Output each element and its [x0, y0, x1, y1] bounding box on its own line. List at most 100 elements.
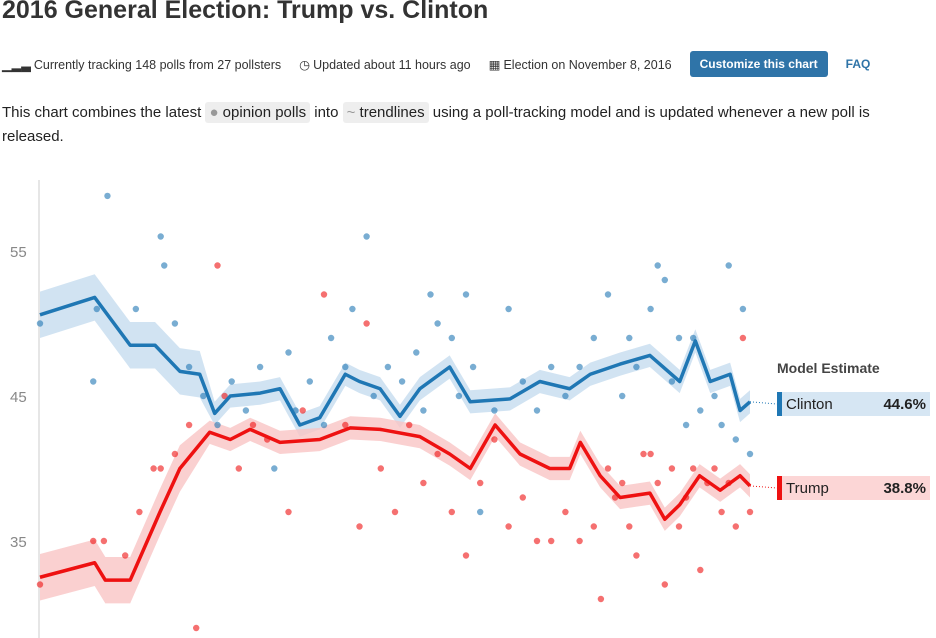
clinton-poll-dot[interactable]: [370, 392, 377, 400]
clinton-poll-dot[interactable]: [462, 291, 470, 298]
trump-poll-dot[interactable]: [718, 508, 725, 516]
clinton-poll-dot[interactable]: [242, 407, 250, 414]
clinton-poll-dot[interactable]: [668, 378, 676, 385]
clinton-poll-dot[interactable]: [732, 436, 739, 443]
trump-poll-dot[interactable]: [533, 537, 541, 545]
clinton-poll-dot[interactable]: [718, 421, 725, 429]
clinton-poll-dot[interactable]: [306, 378, 313, 385]
clinton-poll-dot[interactable]: [161, 262, 168, 269]
trump-poll-dot[interactable]: [491, 436, 498, 443]
clinton-poll-dot[interactable]: [384, 363, 392, 371]
trump-poll-dot[interactable]: [249, 421, 257, 429]
clinton-poll-dot[interactable]: [477, 508, 484, 516]
trump-poll-dot[interactable]: [377, 465, 384, 472]
clinton-poll-dot[interactable]: [619, 392, 626, 400]
clinton-poll-dot[interactable]: [171, 320, 179, 327]
trump-poll-dot[interactable]: [185, 421, 193, 429]
customize-chart-button[interactable]: Customize this chart: [689, 51, 828, 77]
clinton-poll-dot[interactable]: [505, 305, 512, 313]
clinton-poll-dot[interactable]: [519, 378, 526, 385]
trump-poll-dot[interactable]: [604, 465, 612, 472]
clinton-poll-dot[interactable]: [604, 291, 612, 298]
trump-poll-dot[interactable]: [576, 537, 583, 545]
trump-poll-dot[interactable]: [136, 508, 143, 516]
trump-poll-dot[interactable]: [690, 465, 697, 472]
trump-poll-dot[interactable]: [150, 465, 157, 472]
trump-poll-dot[interactable]: [434, 450, 441, 458]
trump-poll-dot[interactable]: [462, 552, 470, 559]
trump-poll-dot[interactable]: [505, 523, 512, 530]
trump-poll-dot[interactable]: [363, 320, 370, 327]
trump-poll-dot[interactable]: [519, 494, 526, 501]
clinton-poll-dot[interactable]: [157, 233, 164, 240]
trump-poll-dot[interactable]: [654, 479, 661, 487]
trump-estimate[interactable]: Trump 38.8%: [777, 476, 930, 500]
clinton-poll-dot[interactable]: [682, 421, 690, 429]
clinton-poll-dot[interactable]: [576, 363, 583, 371]
clinton-poll-dot[interactable]: [491, 407, 498, 414]
clinton-poll-dot[interactable]: [349, 305, 356, 313]
trump-poll-dot[interactable]: [668, 465, 676, 472]
clinton-poll-dot[interactable]: [36, 320, 44, 327]
clinton-poll-dot[interactable]: [548, 363, 555, 371]
trump-poll-dot[interactable]: [597, 595, 605, 603]
trump-poll-dot[interactable]: [477, 479, 484, 487]
trump-poll-dot[interactable]: [100, 537, 108, 545]
trump-poll-dot[interactable]: [626, 523, 633, 530]
clinton-poll-dot[interactable]: [228, 378, 235, 385]
trump-poll-dot[interactable]: [661, 581, 668, 588]
trendlines-pill[interactable]: ~ trendlines: [342, 102, 429, 123]
clinton-poll-dot[interactable]: [675, 334, 683, 342]
trump-poll-dot[interactable]: [633, 552, 640, 559]
clinton-poll-dot[interactable]: [725, 262, 732, 269]
clinton-poll-dot[interactable]: [647, 305, 654, 313]
trump-poll-dot[interactable]: [448, 508, 455, 516]
trump-poll-dot[interactable]: [739, 334, 747, 342]
clinton-poll-dot[interactable]: [185, 363, 193, 371]
clinton-poll-dot[interactable]: [214, 421, 221, 429]
trump-poll-dot[interactable]: [122, 552, 129, 559]
trump-poll-dot[interactable]: [356, 523, 363, 530]
trump-poll-dot[interactable]: [391, 508, 399, 516]
clinton-poll-dot[interactable]: [420, 407, 427, 414]
clinton-poll-dot[interactable]: [271, 465, 278, 472]
clinton-poll-dot[interactable]: [93, 305, 101, 313]
clinton-poll-dot[interactable]: [327, 334, 335, 342]
trump-poll-dot[interactable]: [235, 465, 242, 472]
trump-poll-dot[interactable]: [157, 465, 164, 472]
clinton-poll-dot[interactable]: [661, 276, 668, 284]
clinton-estimate[interactable]: Clinton 44.6%: [777, 392, 930, 416]
trump-poll-dot[interactable]: [420, 479, 427, 487]
clinton-poll-dot[interactable]: [285, 349, 292, 356]
clinton-poll-dot[interactable]: [746, 450, 754, 458]
clinton-poll-dot[interactable]: [320, 421, 328, 429]
trump-poll-dot[interactable]: [406, 421, 413, 429]
clinton-poll-dot[interactable]: [626, 334, 633, 342]
clinton-poll-dot[interactable]: [104, 192, 111, 200]
trump-poll-dot[interactable]: [619, 479, 626, 487]
trump-poll-dot[interactable]: [697, 566, 704, 574]
trump-poll-dot[interactable]: [548, 537, 555, 545]
trump-poll-dot[interactable]: [590, 523, 597, 530]
clinton-poll-dot[interactable]: [633, 363, 640, 371]
trump-poll-dot[interactable]: [732, 523, 739, 530]
opinion-polls-pill[interactable]: ● opinion polls: [205, 102, 311, 123]
trump-poll-dot[interactable]: [221, 392, 228, 400]
clinton-poll-dot[interactable]: [562, 392, 569, 400]
clinton-poll-dot[interactable]: [342, 363, 349, 371]
clinton-poll-dot[interactable]: [398, 378, 406, 385]
clinton-poll-dot[interactable]: [434, 320, 441, 327]
clinton-poll-dot[interactable]: [256, 363, 264, 371]
trump-poll-dot[interactable]: [647, 450, 654, 458]
trump-poll-dot[interactable]: [193, 624, 200, 632]
trump-poll-dot[interactable]: [746, 508, 754, 516]
clinton-poll-dot[interactable]: [455, 392, 463, 400]
trump-poll-dot[interactable]: [285, 508, 292, 516]
clinton-poll-dot[interactable]: [448, 334, 455, 342]
clinton-poll-dot[interactable]: [132, 305, 140, 313]
clinton-poll-dot[interactable]: [90, 378, 97, 385]
trump-poll-dot[interactable]: [675, 523, 683, 530]
clinton-poll-dot[interactable]: [469, 363, 477, 371]
trump-poll-dot[interactable]: [640, 450, 647, 458]
trump-poll-dot[interactable]: [299, 407, 306, 414]
